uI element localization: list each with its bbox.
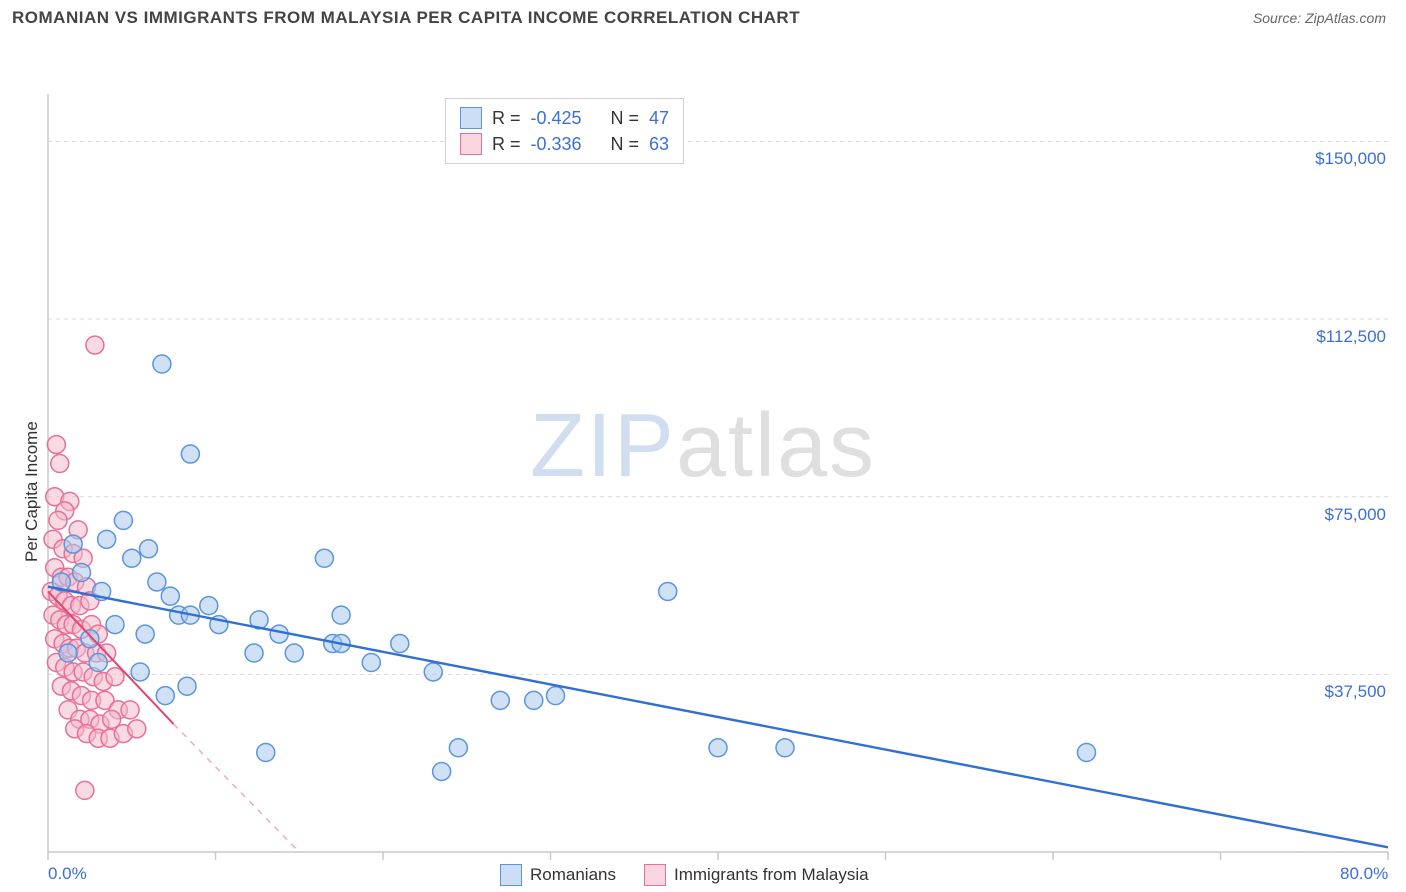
y-tick-label: $112,500 — [1316, 327, 1386, 347]
stat-r-value: -0.336 — [531, 134, 601, 155]
legend-swatch — [460, 107, 482, 129]
legend-label: Romanians — [530, 865, 616, 885]
legend-item: Immigrants from Malaysia — [644, 864, 869, 886]
y-tick-label: $37,500 — [1325, 682, 1386, 702]
correlation-stats-box: R = -0.425 N = 47 R = -0.336 N = 63 — [445, 98, 684, 164]
y-tick-label: $150,000 — [1315, 149, 1386, 169]
legend-swatch — [644, 864, 666, 886]
stat-n-label: N = — [611, 108, 640, 129]
stat-n-value: 63 — [649, 134, 669, 155]
legend-label: Immigrants from Malaysia — [674, 865, 869, 885]
source-attribution: Source: ZipAtlas.com — [1253, 10, 1386, 26]
stats-row: R = -0.336 N = 63 — [460, 131, 669, 157]
chart-area: ZIPatlas Per Capita Income R =-0.425N =4… — [0, 32, 1406, 882]
legend-swatch — [500, 864, 522, 886]
y-tick-label: $75,000 — [1325, 505, 1386, 525]
x-tick-label: 80.0% — [1340, 864, 1388, 884]
x-tick-label: 0.0% — [48, 864, 87, 884]
series-legend: Romanians Immigrants from Malaysia — [500, 864, 869, 886]
scatter-chart — [0, 32, 1406, 882]
y-axis-label: Per Capita Income — [22, 421, 42, 562]
header: ROMANIAN VS IMMIGRANTS FROM MALAYSIA PER… — [0, 0, 1406, 32]
source-name: ZipAtlas.com — [1305, 10, 1386, 26]
stat-r-label: R = — [492, 134, 521, 155]
stat-n-label: N = — [611, 134, 640, 155]
chart-title: ROMANIAN VS IMMIGRANTS FROM MALAYSIA PER… — [12, 8, 800, 28]
source-label: Source: — [1253, 10, 1301, 26]
stats-row: R = -0.425 N = 47 — [460, 105, 669, 131]
legend-swatch — [460, 133, 482, 155]
stat-r-value: -0.425 — [531, 108, 601, 129]
stat-n-value: 47 — [649, 108, 669, 129]
legend-item: Romanians — [500, 864, 616, 886]
stat-r-label: R = — [492, 108, 521, 129]
